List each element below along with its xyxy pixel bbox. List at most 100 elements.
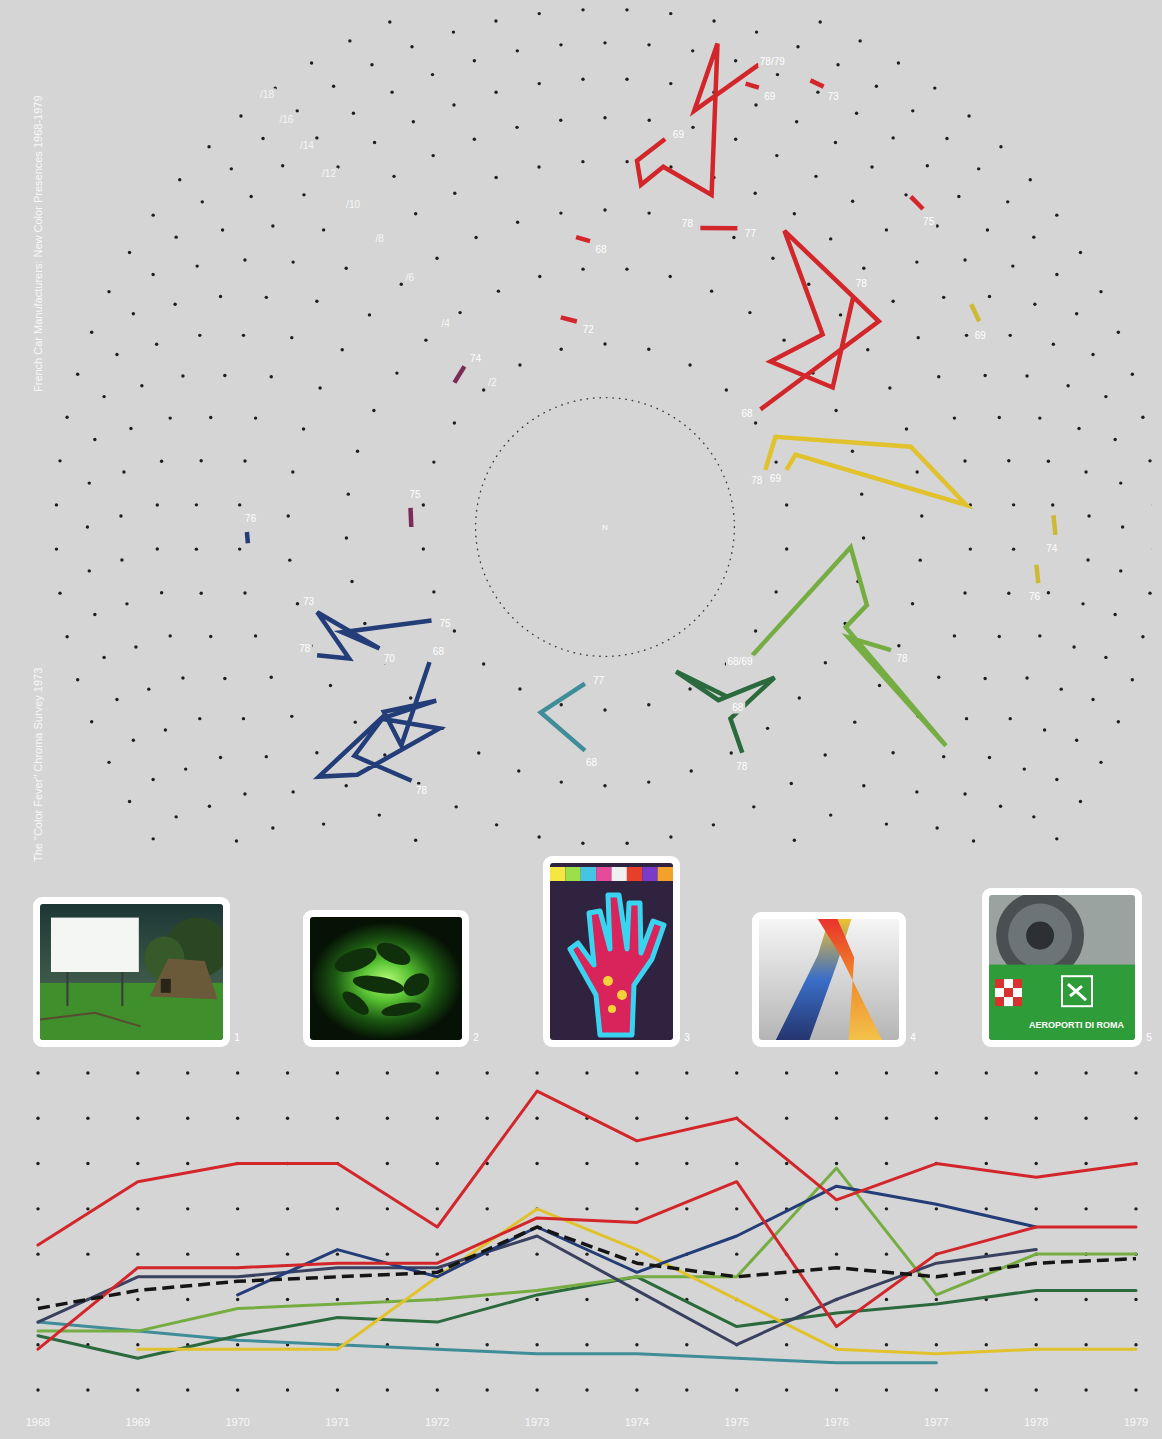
grid-dot [535, 1252, 538, 1255]
grid-dot [494, 176, 497, 179]
grid-dot [1043, 728, 1046, 731]
grid-dot [1148, 591, 1151, 594]
grid-dot [891, 300, 894, 303]
grid-dot [585, 1252, 588, 1255]
grid-dot [315, 300, 318, 303]
tick-label: /6 [406, 272, 415, 283]
grid-dot [1087, 514, 1090, 517]
grid-dot [585, 1162, 588, 1165]
year-label-group: 74 [468, 352, 483, 364]
grid-dot [1141, 415, 1144, 418]
shadow [339, 987, 373, 1018]
grid-dot [885, 1207, 888, 1210]
grid-ring [422, 342, 789, 711]
grid-dot [535, 1388, 538, 1391]
grid-dot [647, 348, 650, 351]
grid-dot [485, 1388, 488, 1391]
label-patch [973, 329, 988, 341]
grid-dot [90, 331, 93, 334]
label-patch [440, 317, 452, 329]
year-label-group: 68 [594, 244, 609, 256]
grid-dot [1034, 1162, 1037, 1165]
axis-ring [476, 398, 735, 657]
year-label-group: 75 [408, 489, 423, 501]
grid-dot [336, 1388, 339, 1391]
grid-dot [774, 590, 777, 593]
grid-dot [86, 1207, 89, 1210]
grid-dot [917, 336, 920, 339]
color-path [541, 684, 585, 751]
grid-dot [238, 547, 241, 550]
grid-dot [559, 118, 562, 121]
grid-dot [178, 178, 181, 181]
grid-dot [86, 1162, 89, 1165]
grid-dot [798, 696, 801, 699]
grid-dot [223, 677, 226, 680]
grid-dot [219, 756, 222, 759]
grid-dot [102, 656, 105, 659]
grid-dot [585, 1071, 588, 1074]
grid-dot [732, 236, 735, 239]
grid-dot [1052, 343, 1055, 346]
grid-ring [156, 78, 1055, 850]
grid-dot [585, 1298, 588, 1301]
grid-dot [1047, 460, 1050, 463]
grid-dot [332, 85, 335, 88]
grid-dot [322, 228, 325, 231]
grid-dot [341, 348, 344, 351]
grid-row [36, 1071, 1137, 1074]
checker [1013, 997, 1022, 1006]
grid-dot [344, 784, 347, 787]
grid-dot [378, 813, 381, 816]
grid-dot [836, 63, 839, 66]
year-label-group: 78 [895, 653, 910, 665]
grid-ring [55, 8, 1152, 850]
grid-dot [392, 175, 395, 178]
grid-dot [537, 835, 540, 838]
tick-label: /10 [346, 199, 360, 210]
grid-dot [793, 212, 796, 215]
label-patch [487, 377, 499, 389]
grid-row [36, 1252, 1137, 1255]
grid-dot [1084, 1117, 1087, 1120]
grid-dot [647, 211, 650, 214]
color-strip [581, 867, 596, 881]
color-strip [596, 867, 611, 881]
label-patch [895, 653, 910, 665]
grid-dot [935, 1071, 938, 1074]
grid-dot [209, 416, 212, 419]
grid-dot [935, 1207, 938, 1210]
grid-dot [1084, 1343, 1087, 1346]
grid-dot [920, 514, 923, 517]
grid-dot [748, 311, 751, 314]
grid-dot [400, 282, 403, 285]
grid-dot [935, 826, 938, 829]
grid-dot [625, 8, 628, 11]
grid-dot [635, 1162, 638, 1165]
grid-dot [754, 629, 757, 632]
grid-dot [905, 427, 908, 430]
series-line [38, 1168, 1136, 1331]
grid-dot [635, 1343, 638, 1346]
tick-label: /4 [441, 318, 450, 329]
grid-dot [635, 1071, 638, 1074]
grid-dot [1086, 558, 1089, 561]
grid-dot [603, 784, 606, 787]
grid-dot [766, 727, 769, 730]
grid-dot [985, 1162, 988, 1165]
grid-dot [963, 258, 966, 261]
grid-dot [209, 635, 212, 638]
grid-dot [286, 1388, 289, 1391]
grid-dot [36, 1388, 39, 1391]
grid-dot [963, 459, 966, 462]
grid-dot [1104, 395, 1107, 398]
grid-dot [1084, 1071, 1087, 1074]
line-data [38, 1091, 1136, 1363]
grid-dot [538, 275, 541, 278]
grid-dot [829, 813, 832, 816]
grid-dot [516, 49, 519, 52]
grid-dot [685, 1343, 688, 1346]
grid-dot [754, 421, 757, 424]
grid-dot [186, 1252, 189, 1255]
grid-dot [730, 751, 733, 754]
